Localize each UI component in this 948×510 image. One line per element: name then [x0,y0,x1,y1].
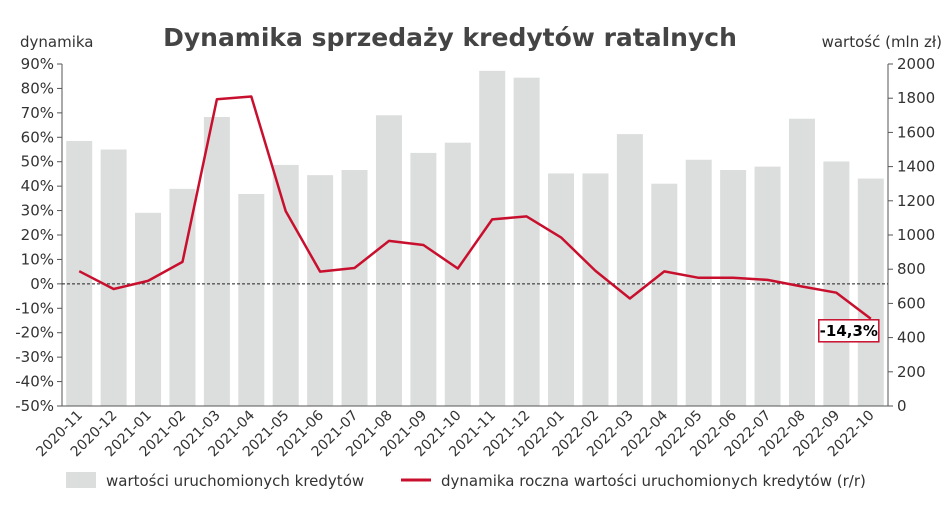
bar-2021-06 [307,175,334,406]
annotation-box [818,319,880,343]
right-tick-label: 1600 [897,123,935,141]
right-axis-ticks: 0 200 400 600 800 1000 1200 1400 1600 1800 2000 [888,55,935,415]
bar-2021-07 [341,170,368,406]
annotation-label: -14,3% [820,322,878,340]
bar-2020-12 [100,149,127,406]
bar-2021-08 [375,115,402,407]
right-tick-label: 1200 [897,192,935,210]
left-axis-ticks: -50% -40% -30% -20% -10% 0% 10% 20% 30% 40% 50% 60%… [15,55,62,415]
left-tick-label: -50% [15,397,54,415]
line-layer [78,95,872,320]
x-axis-ticks: 2020-112020-122021-012021-022021-032021-… [33,407,877,460]
right-tick-label: 0 [897,397,907,415]
bar-2021-04 [238,193,265,406]
bar-2022-04 [651,183,678,406]
bar-2022-06 [720,170,747,406]
left-tick-label: 80% [21,79,54,97]
right-tick-label: 1400 [897,158,935,176]
bar-2021-09 [410,152,437,406]
left-tick-label: 60% [21,128,54,146]
legend: wartości uruchomionych kredytów dynamika… [66,472,866,490]
left-tick-label: -10% [15,299,54,317]
bar-2021-12 [513,77,540,407]
left-tick-label: -40% [15,373,54,391]
right-tick-label: 1800 [897,89,935,107]
left-tick-label: -30% [15,348,54,366]
bar-2021-10 [444,142,471,406]
bar-2022-08 [788,118,815,406]
legend-bar-swatch [66,472,96,488]
left-tick-label: 30% [21,202,54,220]
left-tick-label: 10% [21,250,54,268]
bar-2022-07 [754,166,781,406]
left-tick-label: 50% [21,153,54,171]
bar-2022-10 [857,178,884,406]
right-tick-label: 400 [897,329,926,347]
right-tick-label: 200 [897,363,926,381]
bar-2022-05 [685,159,712,406]
left-tick-label: 0% [30,275,54,293]
legend-line-label: dynamika roczna wartości uruchomionych k… [441,472,866,490]
left-tick-label: 20% [21,226,54,244]
right-axis-title: wartość (mln zł) [822,33,942,51]
chart-title: Dynamika sprzedaży kredytów ratalnych [163,23,737,52]
legend-bar-label: wartości uruchomionych kredytów [106,472,364,490]
right-tick-label: 2000 [897,55,935,73]
bar-2022-03 [616,134,643,407]
left-tick-label: -20% [15,324,54,342]
right-tick-label: 600 [897,294,926,312]
dynamics-line [78,95,872,320]
bar-2021-01 [135,212,162,406]
right-tick-label: 800 [897,260,926,278]
bar-2021-03 [203,117,230,406]
bar-2021-05 [272,164,299,406]
left-axis-title: dynamika [20,33,94,51]
left-tick-label: 70% [21,104,54,122]
right-tick-label: 1000 [897,226,935,244]
left-tick-label: 90% [21,55,54,73]
bar-2022-01 [548,173,575,406]
bar-2021-11 [479,70,506,406]
bars-layer [66,70,884,407]
bar-2022-02 [582,173,609,406]
bar-2020-11 [66,140,93,406]
left-tick-label: 40% [21,177,54,195]
annotation-layer: -14,3% [818,319,880,343]
